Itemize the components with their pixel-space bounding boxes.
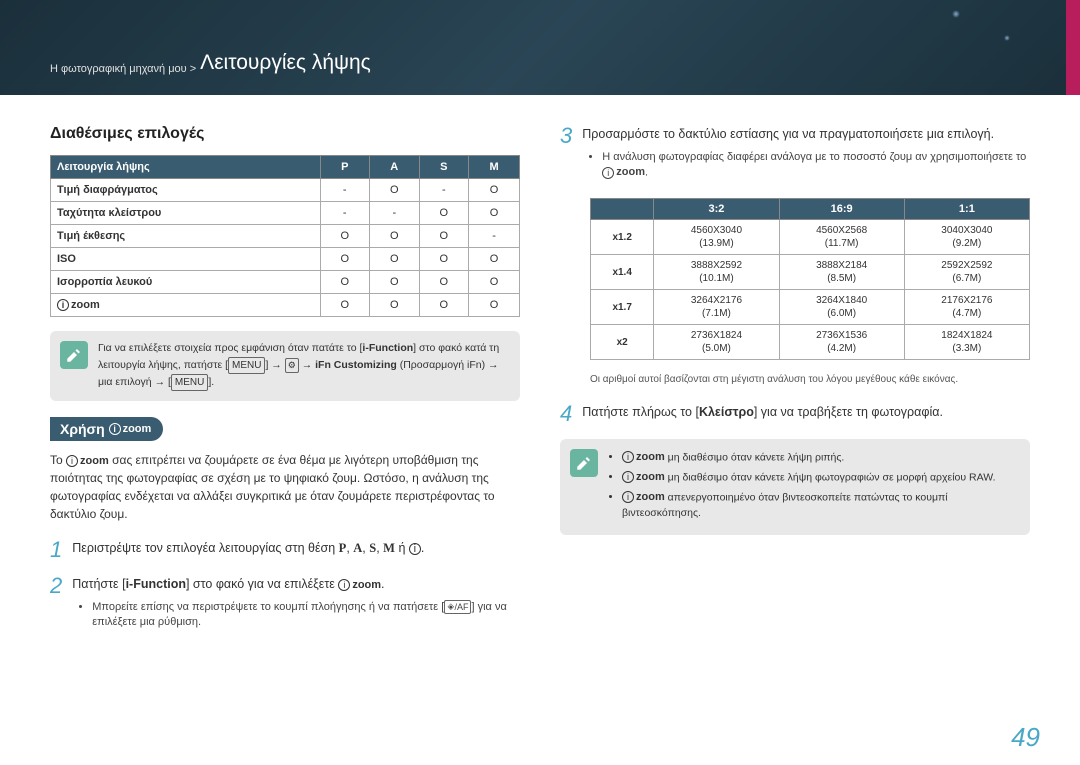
table2-header: 16:9 <box>779 199 904 220</box>
izoom-icon: izoom <box>109 423 152 435</box>
step-2: 2 Πατήστε [i-Function] στο φακό για να ε… <box>50 575 520 634</box>
table-footnote: Οι αριθμοί αυτοί βασίζονται στη μέγιστη … <box>590 374 1030 385</box>
options-table: Λειτουργία λήψηςPASM Τιμή διαφράγματος-O… <box>50 155 520 317</box>
page-title: Λειτουργίες λήψης <box>200 51 371 75</box>
usage-paragraph: Το izoom σας επιτρέπει να ζουμάρετε σε έ… <box>50 451 520 523</box>
note-2-item: izoom μη διαθέσιμο όταν κάνετε λήψη ριπή… <box>622 449 1020 466</box>
step-3-bullet: Η ανάλυση φωτογραφίας διαφέρει ανάλογα μ… <box>602 150 1030 181</box>
usage-heading: Χρήση izoom <box>50 417 163 441</box>
table2-header: 1:1 <box>904 199 1029 220</box>
table-row: izoomOOOO <box>51 294 520 317</box>
table-row: Ταχύτητα κλείστρου--OO <box>51 202 520 225</box>
pen-icon <box>60 341 88 369</box>
table-row: Τιμή έκθεσηςOOO- <box>51 225 520 248</box>
table-row: Τιμή διαφράγματος-O-O <box>51 179 520 202</box>
breadcrumb: Η φωτογραφική μηχανή μου > <box>50 63 196 75</box>
note-2-item: izoom μη διαθέσιμο όταν κάνετε λήψη φωτο… <box>622 469 1020 486</box>
table1-header: S <box>419 156 469 179</box>
table2-header: 3:2 <box>654 199 779 220</box>
step-4: 4 Πατήστε πλήρως το [Κλείστρο] για να τρ… <box>560 403 1030 425</box>
options-heading: Διαθέσιμες επιλογές <box>50 125 520 143</box>
note-1-text: Για να επιλέξετε στοιχεία προς εμφάνιση … <box>98 341 510 391</box>
step-3-text: Προσαρμόστε το δακτύλιο εστίασης για να … <box>582 125 1030 184</box>
step-1: 1 Περιστρέψτε τον επιλογέα λειτουργίας σ… <box>50 539 520 561</box>
step-2-number: 2 <box>50 575 62 634</box>
table-row: x22736X1824(5.0M)2736X1536(4.2M)1824X182… <box>591 325 1030 360</box>
step-1-text: Περιστρέψτε τον επιλογέα λειτουργίας στη… <box>72 539 520 561</box>
table2-header <box>591 199 654 220</box>
step-3: 3 Προσαρμόστε το δακτύλιο εστίασης για ν… <box>560 125 1030 184</box>
step-3-number: 3 <box>560 125 572 184</box>
accent-bar <box>1066 0 1080 95</box>
step-4-number: 4 <box>560 403 572 425</box>
info-note-1: Για να επιλέξετε στοιχεία προς εμφάνιση … <box>50 331 520 401</box>
page-header: Η φωτογραφική μηχανή μου > Λειτουργίες λ… <box>0 0 1080 95</box>
resolution-table: 3:216:91:1 x1.24560X3040(13.9M)4560X2568… <box>590 198 1030 360</box>
table1-header: P <box>320 156 370 179</box>
step-4-text: Πατήστε πλήρως το [Κλείστρο] για να τραβ… <box>582 403 1030 425</box>
table1-header: M <box>469 156 520 179</box>
page-number: 49 <box>1011 722 1040 753</box>
left-column: Διαθέσιμες επιλογές Λειτουργία λήψηςPASM… <box>50 125 520 648</box>
pen-icon <box>570 449 598 477</box>
note-2-list: izoom μη διαθέσιμο όταν κάνετε λήψη ριπή… <box>608 449 1020 525</box>
step-2-text: Πατήστε [i-Function] στο φακό για να επι… <box>72 575 520 634</box>
table-row: x1.73264X2176(7.1M)3264X1840(6.0M)2176X2… <box>591 290 1030 325</box>
info-note-2: izoom μη διαθέσιμο όταν κάνετε λήψη ριπή… <box>560 439 1030 535</box>
table1-header: Λειτουργία λήψης <box>51 156 321 179</box>
step-2-bullet: Μπορείτε επίσης να περιστρέψετε το κουμπ… <box>92 600 520 631</box>
table1-header: A <box>370 156 420 179</box>
step-1-number: 1 <box>50 539 62 561</box>
right-column: 3 Προσαρμόστε το δακτύλιο εστίασης για ν… <box>560 125 1030 648</box>
table-row: ISOOOOO <box>51 248 520 271</box>
table-row: Ισορροπία λευκούOOOO <box>51 271 520 294</box>
table-row: x1.43888X2592(10.1M)3888X2184(8.5M)2592X… <box>591 255 1030 290</box>
table-row: x1.24560X3040(13.9M)4560X2568(11.7M)3040… <box>591 220 1030 255</box>
note-2-item: izoom απενεργοποιημένο όταν βιντεοσκοπεί… <box>622 489 1020 522</box>
